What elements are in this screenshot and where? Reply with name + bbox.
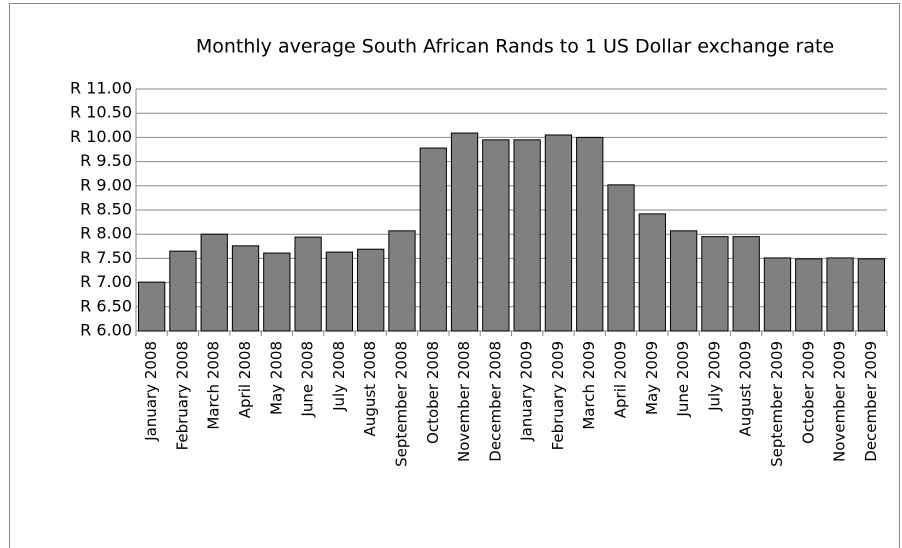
y-tick-label: R 7.50: [80, 248, 132, 267]
x-tick-label: July 2009: [705, 341, 723, 412]
bar: [826, 257, 854, 332]
bar: [576, 136, 604, 332]
y-tick-label: R 10.50: [70, 103, 132, 122]
x-tick-label: March 2008: [205, 341, 223, 430]
x-tick-label: April 2008: [236, 341, 254, 418]
bar: [732, 236, 760, 332]
bar: [544, 134, 573, 332]
bar: [450, 132, 479, 332]
bar: [607, 184, 635, 332]
bar: [795, 258, 823, 332]
y-tick-label: R 9.50: [80, 151, 132, 170]
bar: [138, 281, 166, 332]
x-tick-label: December 2009: [862, 341, 880, 462]
bar: [701, 236, 729, 332]
bar: [263, 252, 291, 332]
x-tick-label: October 2009: [799, 341, 817, 444]
bar: [231, 245, 260, 332]
bar: [388, 230, 416, 332]
bar: [669, 230, 698, 332]
y-tick-label: R 8.50: [80, 200, 132, 219]
bar: [294, 236, 322, 332]
x-tick-label: January 2008: [142, 341, 160, 442]
x-tick-label: November 2008: [455, 341, 473, 462]
x-tick-label: June 2008: [299, 341, 317, 418]
bar: [638, 213, 666, 332]
y-tick-label: R 8.00: [80, 224, 132, 243]
chart-title: Monthly average South African Rands to 1…: [196, 36, 834, 58]
bar: [763, 257, 792, 332]
x-tick-label: August 2008: [361, 341, 379, 436]
y-tick-label: R 7.00: [80, 272, 132, 291]
bar: [169, 250, 197, 332]
x-tick-label: November 2009: [831, 341, 849, 462]
x-tick-label: September 2008: [392, 341, 410, 467]
x-tick-label: January 2009: [518, 341, 536, 442]
x-tick-label: July 2008: [330, 341, 348, 412]
y-tick-label: R 6.50: [80, 296, 132, 315]
y-tick-label: R 9.00: [80, 175, 132, 194]
x-tick-label: September 2009: [768, 341, 786, 467]
x-tick-label: May 2008: [267, 341, 285, 415]
x-tick-label: February 2009: [549, 341, 567, 450]
y-tick-label: R 6.00: [80, 321, 132, 340]
bar: [513, 139, 541, 332]
bar: [357, 248, 385, 332]
bar: [200, 233, 228, 332]
x-tick-label: August 2009: [737, 341, 755, 436]
bar: [419, 147, 447, 332]
y-tick-label: R 11.00: [70, 79, 132, 98]
x-tick-label: October 2008: [424, 341, 442, 444]
x-tick-label: May 2009: [643, 341, 661, 415]
bar: [857, 258, 885, 332]
x-tick-label: March 2009: [580, 341, 598, 430]
y-tick-label: R 10.00: [70, 127, 132, 146]
bar: [325, 251, 354, 332]
x-tick-label: February 2008: [173, 341, 191, 450]
x-tick-label: April 2009: [612, 341, 630, 418]
x-tick-label: December 2008: [486, 341, 504, 462]
bar: [482, 139, 510, 332]
x-tick-label: June 2009: [674, 341, 692, 418]
